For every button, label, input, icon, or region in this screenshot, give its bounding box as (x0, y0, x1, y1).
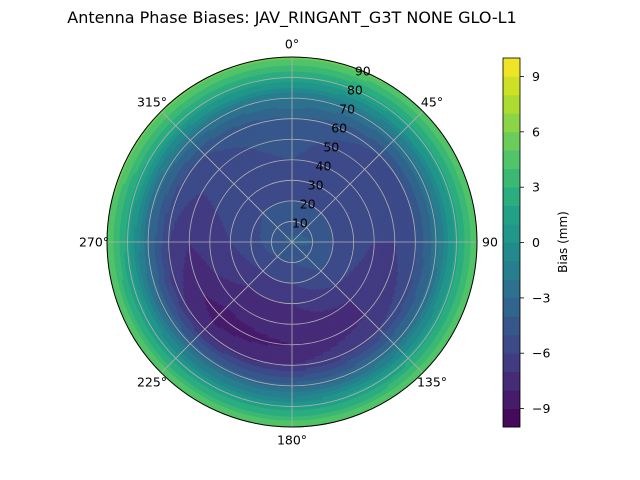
chart-title: Antenna Phase Biases: JAV_RINGANT_G3T NO… (67, 8, 516, 28)
